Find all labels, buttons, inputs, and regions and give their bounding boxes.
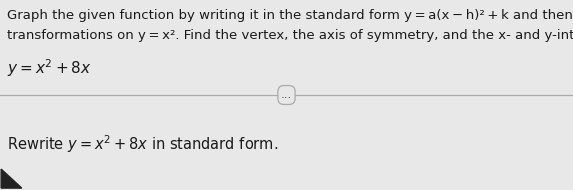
Text: Rewrite $y = x^2 + 8x$ in standard form.: Rewrite $y = x^2 + 8x$ in standard form. xyxy=(7,133,278,155)
Text: ...: ... xyxy=(281,89,292,101)
Text: Graph the given function by writing it in the standard form y = a(x − h)² + k an: Graph the given function by writing it i… xyxy=(7,9,573,21)
Polygon shape xyxy=(1,169,22,188)
Text: transformations on y = x². Find the vertex, the axis of symmetry, and the x- and: transformations on y = x². Find the vert… xyxy=(7,29,573,42)
Text: $y = x^2 + 8x$: $y = x^2 + 8x$ xyxy=(7,57,92,79)
